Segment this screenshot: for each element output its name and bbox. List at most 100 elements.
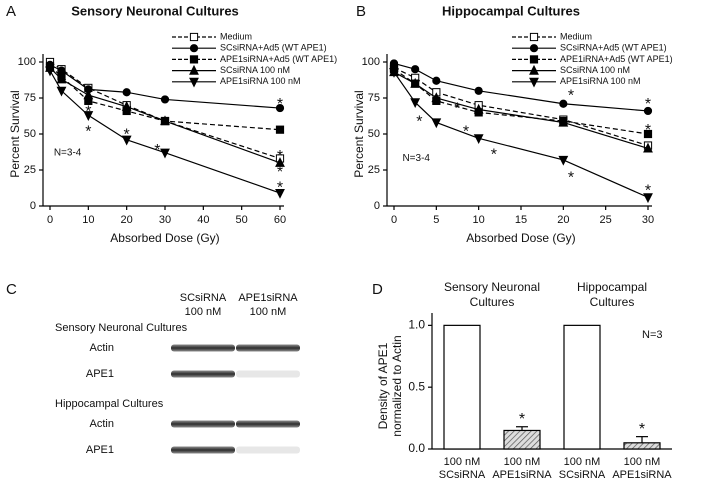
marker	[410, 98, 421, 109]
legend-label: SCsiRNA 100 nM	[220, 65, 290, 75]
marker	[558, 155, 569, 166]
note: N=3-4	[54, 147, 82, 158]
bar	[563, 324, 601, 450]
series-line	[393, 71, 649, 198]
marker	[121, 100, 132, 111]
row-label: Actin	[90, 418, 114, 430]
annotation: *	[124, 126, 130, 143]
y-tick-label: 100	[362, 56, 380, 68]
marker	[160, 95, 170, 104]
blot-band	[171, 420, 235, 428]
marker	[643, 142, 653, 153]
bar	[443, 324, 481, 450]
marker	[389, 67, 399, 78]
blot-band	[236, 370, 300, 378]
marker	[122, 88, 131, 97]
panel-label: C	[6, 281, 17, 298]
marker	[189, 55, 199, 64]
marker	[432, 76, 441, 85]
chart-title: Sensory Neuronal Cultures	[71, 3, 239, 18]
x-tick-label: 100 nM	[504, 456, 541, 468]
x-tick-label: 30	[642, 214, 654, 226]
group-label: Sensory Neuronal	[444, 280, 540, 294]
marker	[411, 65, 420, 74]
x-tick-label: 20	[557, 214, 569, 226]
row-label: APE1	[86, 444, 114, 456]
marker	[45, 66, 55, 77]
marker	[529, 44, 539, 53]
x-axis-label: Absorbed Dose (Gy)	[110, 231, 219, 245]
legend-label: APE1siRNA 100 nM	[220, 76, 301, 86]
y-tick-label: 50	[368, 128, 380, 140]
annotation: *	[277, 164, 283, 181]
y-tick-label: 100	[18, 56, 36, 68]
group-label: Cultures	[590, 295, 635, 309]
legend-label: SCsiRNA+Ad5 (WT APE1)	[560, 43, 667, 53]
marker	[83, 111, 94, 121]
annotation: *	[568, 170, 574, 187]
chart-title: Hippocampal Cultures	[442, 3, 580, 18]
legend-label: APE1iRNA+Ad5 (WT APE1)	[560, 54, 673, 64]
annotation: *	[277, 180, 283, 197]
x-tick-label: SCsiRNA	[559, 469, 606, 481]
marker	[410, 77, 421, 88]
group-title: Hippocampal Cultures	[55, 398, 164, 410]
y-axis-label: normalized to Actin	[390, 335, 404, 436]
marker	[643, 129, 653, 139]
y-axis-label: Percent Survival	[8, 90, 22, 177]
bar	[503, 429, 541, 450]
y-tick-label: 75	[368, 92, 380, 104]
annotation: *	[645, 122, 651, 139]
marker	[56, 86, 67, 97]
x-tick-label: 0	[47, 214, 53, 226]
panel-label: A	[6, 3, 16, 20]
series-line	[49, 67, 281, 164]
marker	[56, 73, 67, 84]
column-label: APE1siRNA	[238, 292, 298, 304]
x-tick-label: SCsiRNA	[439, 469, 486, 481]
blot-band	[171, 344, 235, 352]
annotation: *	[645, 182, 651, 199]
annotation: *	[568, 87, 574, 104]
x-tick-label: 100 nM	[444, 456, 481, 468]
legend-label: APE1siRNA 100 nM	[560, 76, 641, 86]
group-label: Hippocampal	[577, 280, 647, 294]
legend-label: Medium	[220, 31, 252, 41]
y-tick-label: 75	[24, 92, 36, 104]
annotation: *	[491, 146, 497, 163]
marker	[275, 125, 285, 134]
x-tick-label: 50	[236, 214, 248, 226]
marker	[529, 55, 539, 64]
x-axis-label: Absorbed Dose (Gy)	[466, 231, 575, 245]
annotation: *	[416, 113, 422, 130]
marker	[275, 188, 285, 199]
y-tick-label: 25	[368, 164, 380, 176]
marker	[643, 193, 653, 204]
marker	[643, 106, 653, 116]
marker	[189, 32, 199, 42]
x-tick-label: 30	[159, 214, 171, 226]
x-tick-label: 10	[473, 214, 485, 226]
series-line	[393, 71, 649, 149]
y-tick-label: 0.0	[408, 441, 425, 455]
y-tick-label: 1.0	[408, 318, 425, 332]
legend-label: APE1siRNA+Ad5 (WT APE1)	[220, 54, 337, 64]
marker	[189, 64, 199, 75]
marker	[121, 135, 132, 146]
panel-label: D	[372, 281, 383, 298]
annotation: *	[277, 96, 283, 113]
group-title: Sensory Neuronal Cultures	[55, 322, 188, 334]
marker	[474, 86, 483, 95]
annotation: *	[154, 142, 160, 159]
marker	[275, 103, 285, 113]
marker	[160, 115, 170, 126]
annotation: *	[519, 411, 525, 428]
panel-label: B	[356, 3, 366, 20]
blot-band	[171, 446, 235, 454]
annotation: *	[85, 103, 91, 120]
legend-label: Medium	[560, 31, 592, 41]
x-tick-label: 10	[82, 214, 94, 226]
row-label: APE1	[86, 368, 114, 380]
marker	[431, 118, 442, 129]
x-tick-label: 0	[391, 214, 397, 226]
